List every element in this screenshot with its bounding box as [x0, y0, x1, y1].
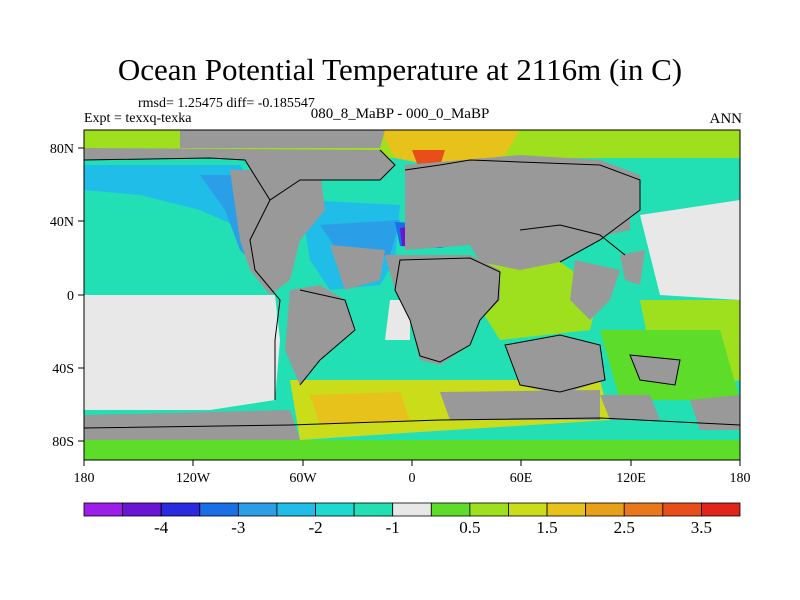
- colorbar-label: 3.5: [691, 518, 712, 537]
- colorbar-box: [701, 502, 741, 517]
- colorbar-box: [353, 502, 394, 517]
- colorbar-box: [237, 502, 278, 517]
- southern-hot: [310, 392, 410, 425]
- map-field: [84, 130, 740, 460]
- colorbar-labels: -4 -3 -2 -1 0.5 1.5 2.5 3.5: [154, 518, 712, 537]
- colorbar-box: [276, 502, 316, 517]
- plot-title: Ocean Potential Temperature at 2116m (in…: [117, 52, 683, 87]
- arctic-hot: [412, 150, 445, 166]
- colorbar-box: [546, 502, 587, 517]
- colorbar-box: [392, 502, 432, 517]
- y-tick-0: 0: [67, 289, 74, 304]
- y-tick-40s: 40S: [52, 362, 74, 377]
- colorbar-box: [623, 502, 664, 517]
- x-tick-60e: 60E: [510, 471, 533, 486]
- x-tick-120w: 120W: [176, 471, 211, 486]
- pacific-neutral: [84, 295, 280, 410]
- y-axis-labels: 80N 40N 0 40S 80S: [50, 142, 74, 450]
- colorbar-box: [199, 502, 239, 517]
- x-tick-120e: 120E: [616, 471, 646, 486]
- satlantic-neutral: [385, 300, 410, 340]
- colorbar-box: [662, 502, 702, 517]
- experiment-label: Expt = texxq-texka: [84, 111, 192, 126]
- x-tick-60w: 60W: [289, 471, 317, 486]
- colorbar-box: [508, 502, 548, 517]
- colorbar-label: 2.5: [614, 518, 635, 537]
- colorbar-box: [83, 502, 123, 517]
- colorbar-box: [430, 502, 471, 517]
- tick-marks: [78, 147, 741, 466]
- colorbar-label: 0.5: [459, 518, 480, 537]
- indian-warm: [475, 262, 600, 340]
- y-tick-80s: 80S: [52, 435, 74, 450]
- x-tick-180w: 180: [74, 471, 95, 486]
- colorbar-box: [585, 502, 625, 517]
- colorbar-label: -1: [386, 518, 400, 537]
- colorbar-label: -3: [231, 518, 245, 537]
- y-tick-80n: 80N: [50, 142, 74, 157]
- npacific-east-neutral: [640, 200, 740, 300]
- coastlines: [84, 149, 740, 429]
- subtitle: 080_8_MaBP - 000_0_MaBP: [310, 106, 490, 122]
- x-tick-180e: 180: [730, 471, 751, 486]
- colorbar-label: -4: [154, 518, 169, 537]
- colorbar-box: [315, 502, 355, 517]
- y-tick-40n: 40N: [50, 215, 74, 230]
- southern-band: [84, 440, 740, 460]
- colorbar-box: [160, 502, 201, 517]
- colorbar-label: 1.5: [536, 518, 557, 537]
- colorbar: [83, 502, 741, 517]
- stats-text: rmsd= 1.25475 diff= -0.185547: [138, 96, 315, 111]
- x-axis-labels: 180 120W 60W 0 60E 120E 180: [74, 471, 751, 486]
- colorbar-box: [469, 502, 509, 517]
- x-tick-0: 0: [409, 471, 416, 486]
- colorbar-label: -2: [308, 518, 322, 537]
- season-label: ANN: [709, 111, 743, 127]
- colorbar-box: [122, 502, 162, 517]
